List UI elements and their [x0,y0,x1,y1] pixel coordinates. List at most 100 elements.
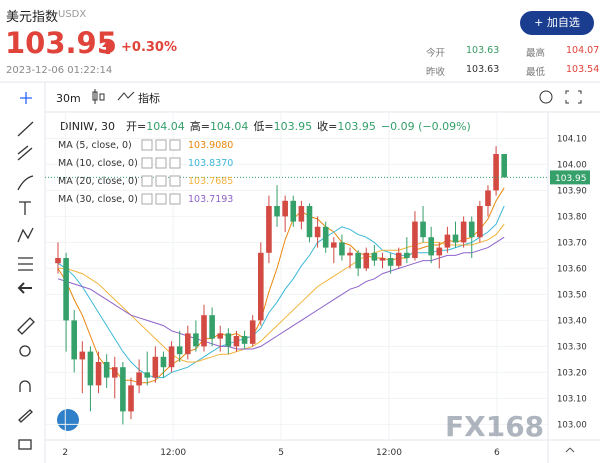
indicators[interactable]: 指标 [138,91,160,105]
ohlc-change: −0.09 (−0.09%) [381,120,471,133]
candle-body [290,200,297,222]
legend-name: MA (5, close, 0) [58,140,132,151]
left-toolbar [17,92,35,450]
ohlc-key: 收= [317,119,337,133]
x-tick-label: 2 [62,448,68,458]
legend-icon [155,157,167,169]
magnet-tool[interactable] [19,380,31,392]
x-tick-label: 6 [494,448,500,458]
candle-body [355,252,361,269]
ohlc-value: 104.04 [146,120,185,133]
last-price-label: 103.95 [555,174,587,184]
candle-body [468,221,475,238]
stat-label: 今开 [426,48,446,59]
candle-body [249,320,256,344]
trendline-tool[interactable] [17,121,34,137]
ruler-tool[interactable] [17,317,35,335]
candle-body [193,333,199,347]
candle-body [282,200,288,217]
candle-body [444,234,451,248]
candle-body [201,315,207,347]
candle-body [160,356,167,368]
pattern-tool[interactable] [17,227,34,243]
candle-body [71,320,78,360]
change: +0.30% [121,40,177,55]
settings-icon[interactable] [539,90,553,104]
legend-icon [141,175,153,187]
lock-draw-tool[interactable] [18,409,33,423]
legend-name: MA (20, close, 0) [58,176,138,187]
text-tool[interactable] [19,201,31,215]
candle-body [103,362,110,378]
interval[interactable]: 30m [56,92,81,105]
candle-body [258,252,264,321]
candle-body [331,242,337,248]
brush-tool[interactable] [17,175,34,191]
candle-body [266,206,272,253]
legend-icon [169,175,181,187]
watchlist-button[interactable]: + 加自选 [520,11,594,35]
ohlc-key: 开= [126,120,146,133]
candle-body [55,258,61,264]
lock-tool[interactable] [18,439,32,450]
candle-icon[interactable] [92,89,105,104]
y-tick-label: 104.10 [557,134,587,144]
asset-name: 美元指数 [6,10,59,25]
crosshair-tool[interactable] [20,92,32,104]
y-tick-label: 103.70 [557,238,587,248]
y-tick-label: 103.80 [557,212,587,222]
y-tick-label: 103.50 [557,290,587,300]
candle-body [420,221,426,238]
plot [45,112,548,440]
ohlc-value: 103.95 [337,120,376,133]
candle-body [306,206,313,238]
x-tick-label: 12:00 [376,448,402,458]
candle-body [477,206,483,238]
candle-body [395,252,402,266]
fib-tool[interactable] [17,145,33,161]
fullscreen-icon[interactable] [565,90,582,104]
candle-body [152,356,159,378]
candle-body [95,362,102,386]
axis-settings[interactable] [565,447,575,453]
ohlc-value: 104.04 [210,120,249,133]
symbol: DINIW, 30 [60,120,115,133]
ohlc-value: 103.95 [274,120,313,133]
legend-value: 103.9080 [188,140,233,151]
back-tool[interactable] [17,282,32,294]
candle-body [241,336,248,344]
candle-body [79,351,86,360]
measure-tool[interactable] [18,257,33,271]
zoom-tool[interactable] [19,345,31,357]
up-arrow [102,40,114,54]
candle-body [387,258,394,266]
candle-body [184,333,191,355]
stat-label: 最低 [526,67,546,78]
candle-body [128,385,134,412]
candle-body [176,346,183,355]
stat-value: 103.63 [466,45,500,56]
candle-body [428,237,434,256]
candle-body [347,252,353,256]
legend-icon [141,139,153,151]
legend-value: 103.8370 [188,158,233,169]
legend-icon [141,193,153,205]
y-tick-label: 103.90 [557,186,587,196]
candle-body [363,252,370,269]
y-tick-label: 104.00 [557,160,587,170]
price: 103.95 [5,26,117,60]
stat-value: 103.54 [566,64,600,75]
x-tick-label: 12:00 [160,448,186,458]
candle-body [111,367,118,378]
candle-body [452,234,459,243]
candle-body [493,154,499,191]
legend-value: 103.7193 [188,194,233,205]
y-tick-label: 103.10 [557,394,587,404]
candle-body [298,206,305,222]
indicator-icon[interactable] [117,91,135,101]
candle-body [168,346,175,368]
candle-body [314,226,321,238]
legend-icon [155,193,167,205]
stat-value: 104.07 [566,45,600,56]
